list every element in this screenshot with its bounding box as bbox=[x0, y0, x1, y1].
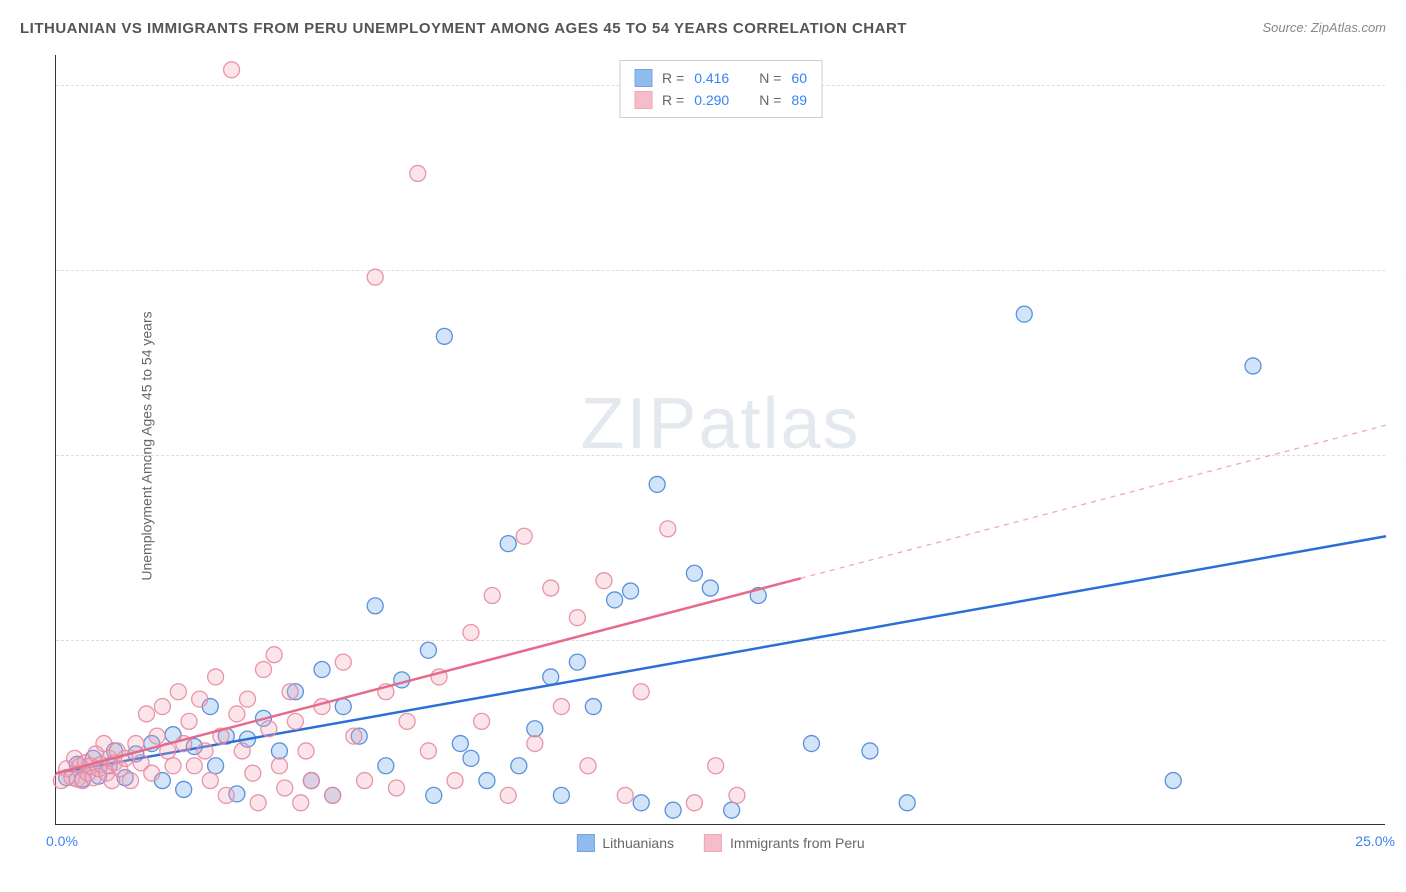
swatch-peru bbox=[704, 834, 722, 852]
legend-item-peru: Immigrants from Peru bbox=[704, 834, 865, 852]
legend-item-lithuanians: Lithuanians bbox=[576, 834, 674, 852]
source-attribution: Source: ZipAtlas.com bbox=[1262, 20, 1386, 35]
legend-series: Lithuanians Immigrants from Peru bbox=[576, 834, 864, 852]
legend-stats-row-2: R = 0.290 N = 89 bbox=[634, 89, 807, 111]
x-tick-max: 25.0% bbox=[1355, 833, 1395, 849]
legend-stats-row-1: R = 0.416 N = 60 bbox=[634, 67, 807, 89]
swatch-series-1 bbox=[634, 69, 652, 87]
chart-title: LITHUANIAN VS IMMIGRANTS FROM PERU UNEMP… bbox=[20, 20, 907, 37]
swatch-lithuanians bbox=[576, 834, 594, 852]
legend-stats: R = 0.416 N = 60 R = 0.290 N = 89 bbox=[619, 60, 822, 118]
scatter-svg bbox=[56, 55, 1385, 824]
scatter-plot-area: ZIPatlas 12.5%25.0%37.5%50.0% R = 0.416 … bbox=[55, 55, 1385, 825]
x-tick-min: 0.0% bbox=[46, 833, 78, 849]
swatch-series-2 bbox=[634, 91, 652, 109]
